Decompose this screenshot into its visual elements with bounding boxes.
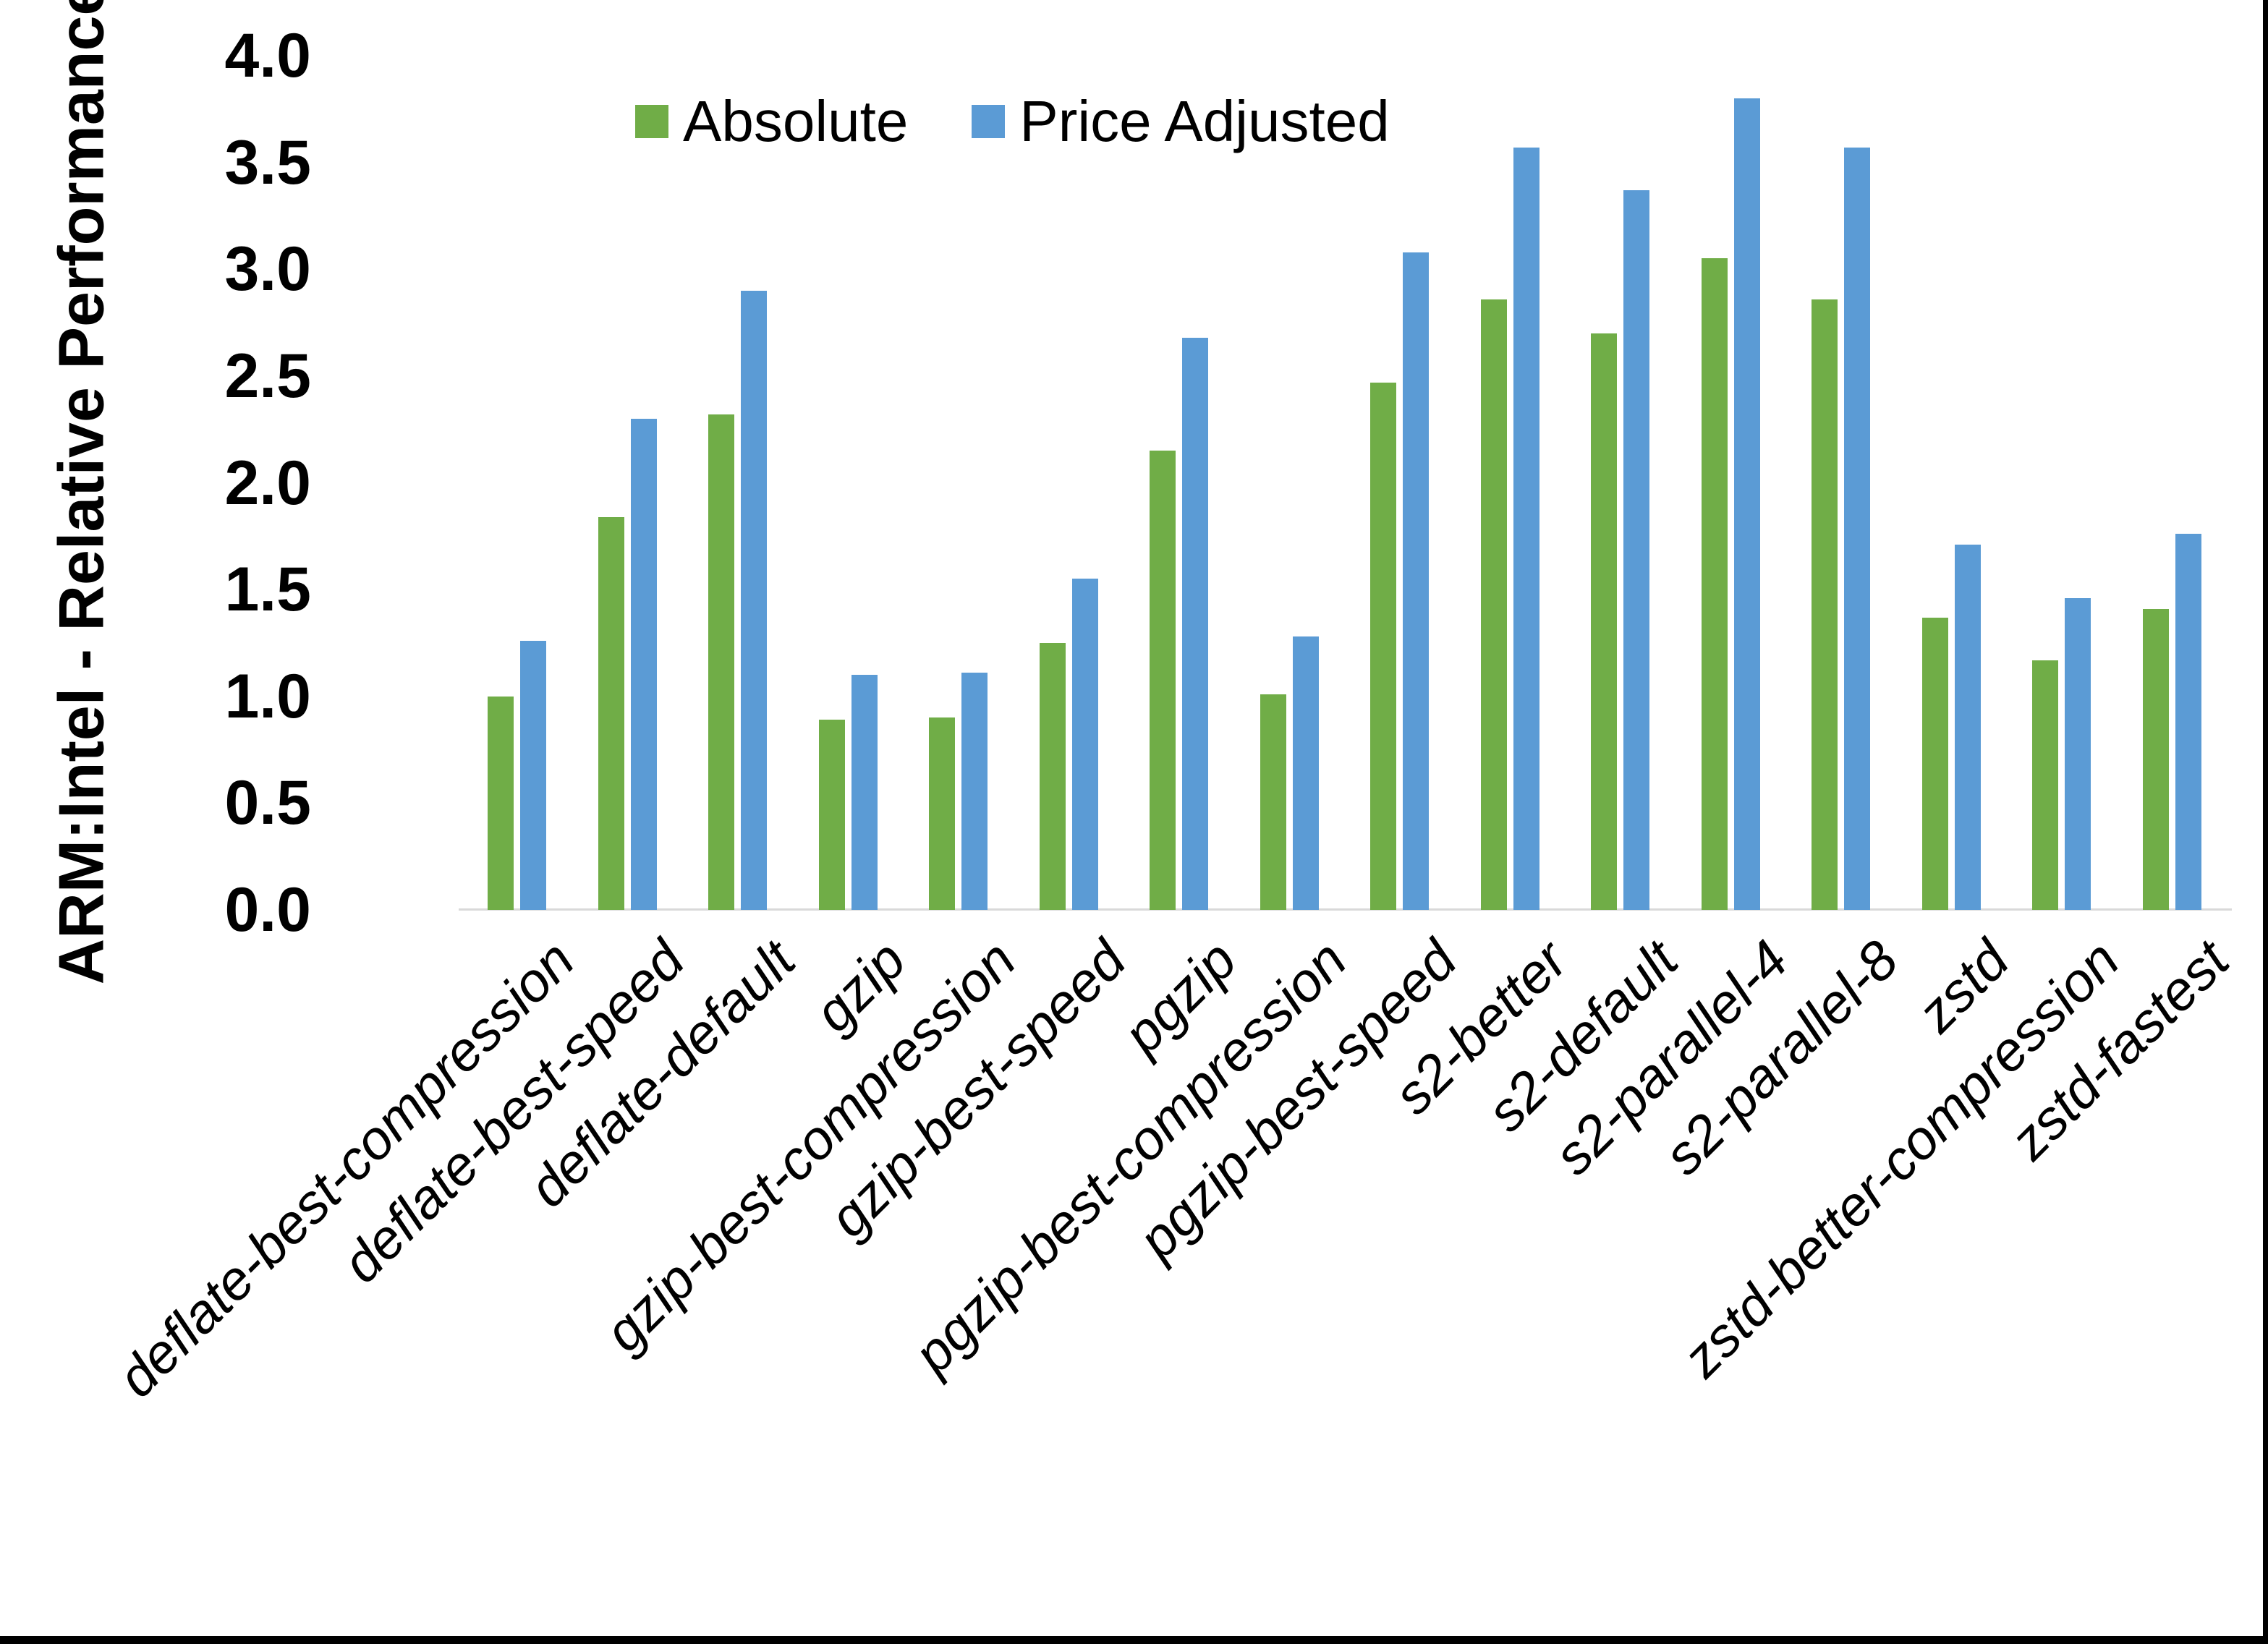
bar-absolute bbox=[488, 696, 514, 910]
bar-price-adjusted bbox=[851, 675, 878, 910]
y-tick-label: 1.0 bbox=[224, 661, 311, 731]
bar-absolute bbox=[708, 414, 734, 910]
legend-label: Price Adjusted bbox=[1019, 89, 1390, 153]
y-tick-label: 3.0 bbox=[224, 234, 311, 304]
bar-absolute bbox=[2032, 660, 2058, 910]
x-category-label-text: deflate-best-compression bbox=[106, 929, 587, 1410]
y-tick-label: 1.5 bbox=[224, 555, 311, 625]
bar-absolute bbox=[1480, 299, 1507, 910]
legend-item: Absolute bbox=[635, 88, 908, 155]
bar-price-adjusted bbox=[1623, 190, 1649, 910]
bar-absolute bbox=[2142, 608, 2169, 910]
bar-absolute bbox=[1150, 451, 1176, 910]
y-tick-label: 3.5 bbox=[224, 127, 311, 197]
y-tick-label: 4.0 bbox=[224, 21, 311, 90]
bar-absolute bbox=[1812, 299, 1838, 910]
bar-price-adjusted bbox=[2175, 534, 2201, 910]
y-tick-label: 0.0 bbox=[224, 875, 311, 945]
bar-absolute bbox=[1260, 694, 1286, 910]
bar-absolute bbox=[929, 717, 955, 910]
bar-price-adjusted bbox=[1733, 98, 1760, 910]
bar-absolute bbox=[1591, 333, 1617, 910]
y-tick-label: 2.5 bbox=[224, 341, 311, 411]
bar-price-adjusted bbox=[1292, 636, 1319, 910]
legend: Absolute Price Adjusted bbox=[635, 88, 1390, 155]
bar-price-adjusted bbox=[1071, 579, 1098, 910]
legend-item: Price Adjusted bbox=[972, 88, 1390, 155]
page-edge-bottom bbox=[0, 1636, 2268, 1644]
bar-price-adjusted bbox=[2065, 597, 2091, 910]
bar-absolute bbox=[598, 516, 624, 910]
bar-price-adjusted bbox=[520, 640, 546, 910]
bar-price-adjusted bbox=[741, 290, 767, 910]
bar-absolute bbox=[1039, 642, 1066, 910]
y-tick-label: 2.0 bbox=[224, 448, 311, 518]
page-edge-right bbox=[2263, 0, 2268, 1644]
bar-absolute bbox=[818, 720, 845, 910]
bar-absolute bbox=[1370, 382, 1396, 910]
bar-price-adjusted bbox=[1182, 337, 1208, 910]
bar-price-adjusted bbox=[1844, 147, 1870, 910]
bar-absolute bbox=[1921, 617, 1948, 910]
bar-price-adjusted bbox=[1403, 252, 1429, 910]
bar-absolute bbox=[1701, 258, 1728, 910]
bar-price-adjusted bbox=[630, 418, 657, 910]
bar-price-adjusted bbox=[1513, 147, 1539, 910]
legend-swatch-icon bbox=[972, 105, 1006, 138]
legend-swatch-icon bbox=[635, 105, 668, 138]
bar-price-adjusted bbox=[1954, 545, 1981, 910]
bar-price-adjusted bbox=[961, 673, 988, 910]
y-tick-label: 0.5 bbox=[224, 768, 311, 838]
legend-label: Absolute bbox=[683, 89, 909, 153]
x-axis-line bbox=[459, 908, 2232, 911]
